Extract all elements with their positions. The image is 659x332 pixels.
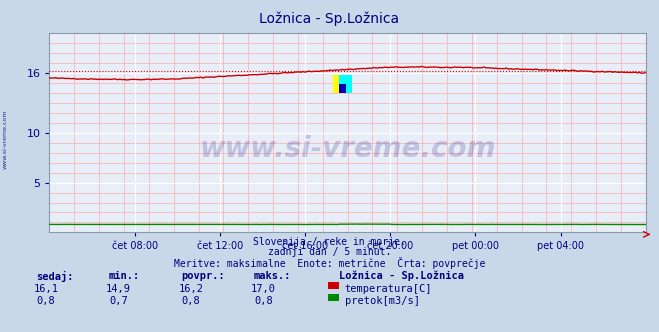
Text: pretok[m3/s]: pretok[m3/s] (345, 296, 420, 306)
Text: sedaj:: sedaj: (36, 271, 74, 282)
Text: www.si-vreme.com: www.si-vreme.com (3, 110, 8, 169)
Text: min.:: min.: (109, 271, 140, 281)
Text: 16,1: 16,1 (34, 284, 59, 294)
Text: 16,2: 16,2 (179, 284, 204, 294)
Text: povpr.:: povpr.: (181, 271, 225, 281)
Text: 0,8: 0,8 (254, 296, 273, 306)
Text: Ložnica - Sp.Ložnica: Ložnica - Sp.Ložnica (260, 12, 399, 26)
Text: Slovenija / reke in morje.: Slovenija / reke in morje. (253, 237, 406, 247)
Text: 0,8: 0,8 (37, 296, 55, 306)
Text: 14,9: 14,9 (106, 284, 131, 294)
Text: 17,0: 17,0 (251, 284, 276, 294)
Text: 0,7: 0,7 (109, 296, 128, 306)
Text: 0,8: 0,8 (182, 296, 200, 306)
Bar (333, 75, 346, 93)
Bar (339, 75, 353, 93)
Bar (339, 84, 346, 93)
Text: zadnji dan / 5 minut.: zadnji dan / 5 minut. (268, 247, 391, 257)
Text: Meritve: maksimalne  Enote: metrične  Črta: povprečje: Meritve: maksimalne Enote: metrične Črta… (174, 257, 485, 269)
Text: www.si-vreme.com: www.si-vreme.com (200, 135, 496, 163)
Text: maks.:: maks.: (254, 271, 291, 281)
Text: Ložnica - Sp.Ložnica: Ložnica - Sp.Ložnica (339, 271, 465, 281)
Text: temperatura[C]: temperatura[C] (345, 284, 432, 294)
